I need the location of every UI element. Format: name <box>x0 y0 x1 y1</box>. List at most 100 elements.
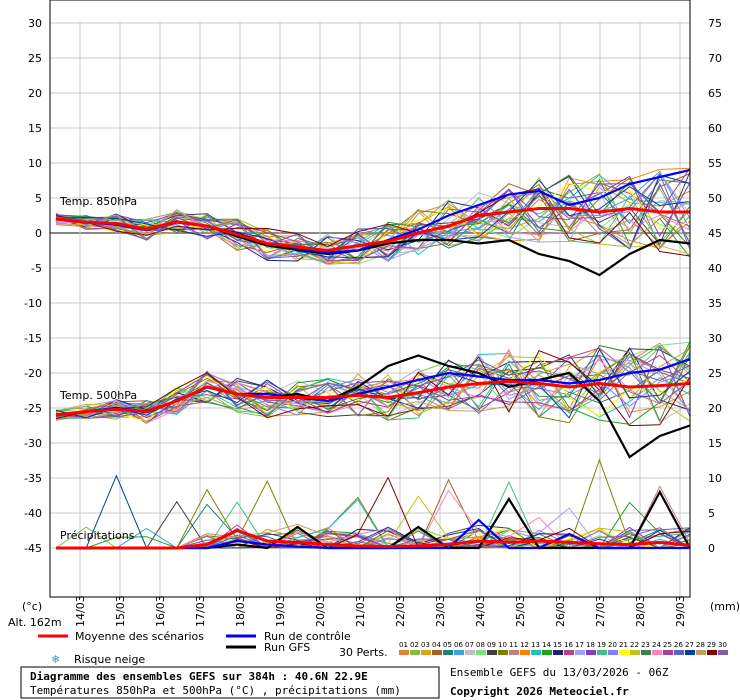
series-line-500 <box>55 379 691 417</box>
y-right-tick: 0 <box>708 542 715 555</box>
pert-swatch <box>531 650 541 655</box>
pert-swatch <box>718 650 728 655</box>
pert-swatch <box>575 650 585 655</box>
x-date-tick: 27/03 <box>594 595 607 627</box>
pert-swatch <box>597 650 607 655</box>
pert-swatch <box>542 650 552 655</box>
pert-number: 09 <box>487 641 496 649</box>
pert-line-500 <box>55 349 691 424</box>
y-left-tick: 15 <box>28 122 42 135</box>
pert-number: 10 <box>498 641 507 649</box>
y-left-tick: -30 <box>24 437 42 450</box>
pert-swatch <box>520 650 530 655</box>
main-series-lines <box>55 168 691 550</box>
y-right-tick: 25 <box>708 367 722 380</box>
pert-swatch <box>410 650 420 655</box>
y-right-tick: 5 <box>708 507 715 520</box>
y-left-tick: -15 <box>24 332 42 345</box>
y-right-tick: 50 <box>708 192 722 205</box>
y-right-tick: 30 <box>708 332 722 345</box>
y-right-tick: 35 <box>708 297 722 310</box>
y-right-tick: 20 <box>708 402 722 415</box>
y-left-tick: 0 <box>35 227 42 240</box>
pert-swatch <box>630 650 640 655</box>
pert-swatch <box>696 650 706 655</box>
pert-swatch <box>608 650 618 655</box>
snowflake-icon: ❄ <box>52 652 59 666</box>
plot-frame <box>49 0 691 598</box>
legend-control: Run de contrôle <box>264 630 351 643</box>
footer-run: Ensemble GEFS du 13/03/2026 - 06Z <box>450 666 669 679</box>
pert-number: 25 <box>663 641 672 649</box>
x-date-tick: 21/03 <box>354 595 367 627</box>
pert-swatch <box>685 650 695 655</box>
pert-number: 17 <box>575 641 584 649</box>
pert-number: 27 <box>685 641 694 649</box>
pert-line-850 <box>55 197 691 265</box>
pert-line-850 <box>55 173 691 261</box>
y-left-tick: 5 <box>35 192 42 205</box>
pert-swatch <box>586 650 596 655</box>
pert-number: 15 <box>553 641 562 649</box>
pert-number: 29 <box>707 641 716 649</box>
pert-swatch <box>641 650 651 655</box>
pert-line-850 <box>55 188 691 257</box>
pert-line-500 <box>55 345 691 419</box>
x-date-tick: 19/03 <box>274 595 287 627</box>
pert-number: 11 <box>509 641 518 649</box>
y-right-tick: 15 <box>708 437 722 450</box>
pert-swatch <box>421 650 431 655</box>
pert-line-500 <box>55 349 691 427</box>
x-date-tick: 14/03 <box>74 595 87 627</box>
y-left-tick: -40 <box>24 507 42 520</box>
x-date-tick: 26/03 <box>554 595 567 627</box>
pert-number: 30 <box>718 641 727 649</box>
pert-swatch <box>399 650 409 655</box>
chart-axes <box>49 0 691 598</box>
pert-swatch <box>564 650 574 655</box>
pert-number: 20 <box>608 641 617 649</box>
pert-swatch <box>498 650 508 655</box>
y-left-tick: 10 <box>28 157 42 170</box>
pert-number: 06 <box>454 641 463 649</box>
pert-swatch <box>432 650 442 655</box>
x-date-tick: 23/03 <box>434 595 447 627</box>
x-date-tick: 28/03 <box>634 595 647 627</box>
pert-number: 28 <box>696 641 705 649</box>
pert-number: 12 <box>520 641 529 649</box>
annotation-t500: Temp. 500hPa <box>59 389 137 402</box>
y-right-tick: 60 <box>708 122 722 135</box>
pert-number: 16 <box>564 641 573 649</box>
pert-number: 26 <box>674 641 683 649</box>
pert-number: 13 <box>531 641 540 649</box>
pert-line-500 <box>55 347 691 423</box>
pert-number: 08 <box>476 641 485 649</box>
legend-snow: Risque neige <box>74 653 145 666</box>
pert-swatch <box>476 650 486 655</box>
annotation-t850: Temp. 850hPa <box>59 195 137 208</box>
pert-number: 14 <box>542 641 551 649</box>
pert-swatch <box>509 650 519 655</box>
pert-swatch <box>619 650 629 655</box>
legend-mean: Moyenne des scénarios <box>75 630 204 643</box>
y-right-tick: 70 <box>708 52 722 65</box>
x-date-tick: 18/03 <box>234 595 247 627</box>
pert-number: 05 <box>443 641 452 649</box>
y-left-tick: -20 <box>24 367 42 380</box>
perturbation-lines <box>55 167 691 549</box>
pert-swatch <box>465 650 475 655</box>
x-date-tick: 24/03 <box>474 595 487 627</box>
footer-box <box>20 666 440 699</box>
x-date-tick: 29/03 <box>674 595 687 627</box>
x-date-tick: 15/03 <box>114 595 127 627</box>
pert-number: 03 <box>421 641 430 649</box>
y-right-tick: 10 <box>708 472 722 485</box>
y-left-tick: 25 <box>28 52 42 65</box>
pert-number: 23 <box>641 641 650 649</box>
y-left-tick: -5 <box>31 262 42 275</box>
pert-swatch <box>707 650 717 655</box>
pert-swatch <box>553 650 563 655</box>
y-left-tick: 30 <box>28 17 42 30</box>
